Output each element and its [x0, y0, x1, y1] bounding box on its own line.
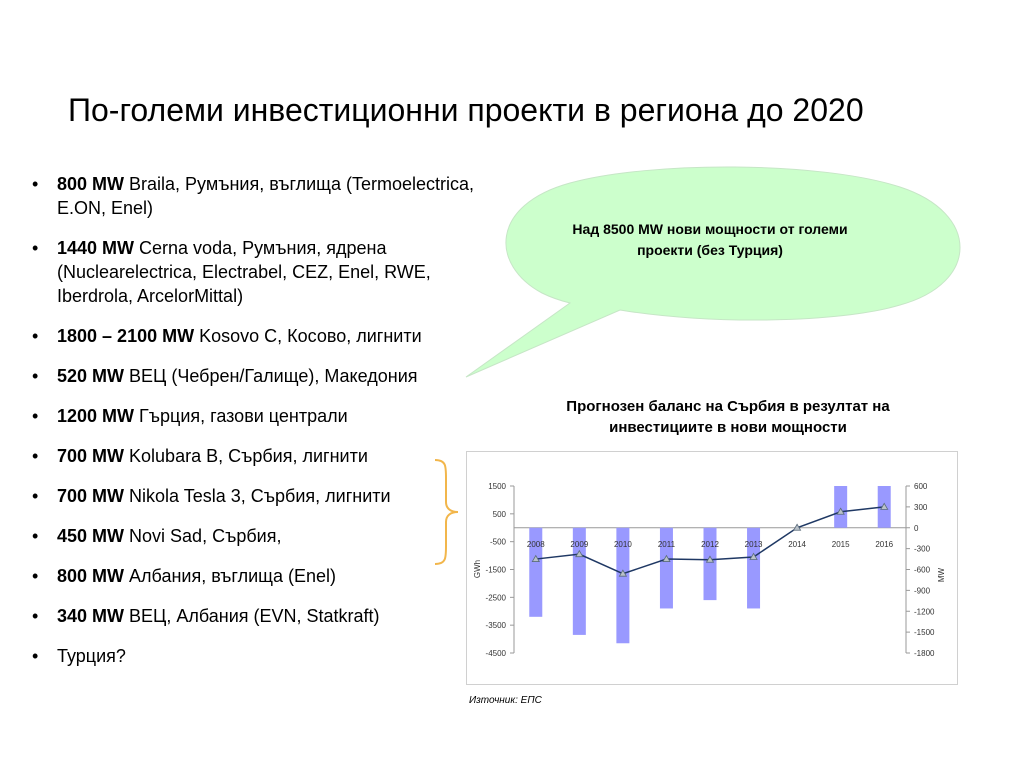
capacity-label: 700 MW [57, 446, 125, 466]
capacity-label: 520 MW [57, 366, 125, 386]
x-tick-label: 2016 [875, 540, 893, 549]
speech-bubble-shape [465, 166, 961, 378]
project-description: ВЕЦ (Чебрен/Галище), Македония [124, 366, 418, 386]
y-tick-label-right: -600 [914, 566, 931, 575]
x-tick-label: 2013 [745, 540, 763, 549]
capacity-label: 340 MW [57, 606, 125, 626]
list-item: 800 MW Braila, Румъния, въглища (Termoel… [30, 172, 480, 220]
y-tick-label-left: 1500 [488, 482, 506, 491]
capacity-label: 700 MW [57, 486, 125, 506]
capacity-label: 1800 – 2100 MW [57, 326, 195, 346]
line-point [618, 569, 628, 577]
y-tick-label-right: -1800 [914, 649, 935, 658]
speech-bubble [465, 166, 961, 378]
project-description: Novi Sad, Сърбия, [124, 526, 282, 546]
list-item: 800 MW Албания, въглища (Enel) [30, 564, 480, 588]
line-point [705, 555, 715, 563]
list-item: 1800 – 2100 MW Kosovo C, Косово, лигнити [30, 324, 480, 348]
source-note: Източник: ЕПС [469, 695, 542, 706]
project-description: Албания, въглища (Enel) [124, 566, 336, 586]
project-description: Гърция, газови централи [134, 406, 348, 426]
y-tick-label-left: -1500 [486, 566, 507, 575]
capacity-label: 450 MW [57, 526, 125, 546]
y-tick-label-left: -4500 [486, 649, 507, 658]
list-item: 700 MW Kolubara B, Сърбия, лигнити [30, 444, 480, 468]
list-item: 1200 MW Гърция, газови централи [30, 404, 480, 428]
bar [616, 527, 630, 644]
x-tick-label: 2010 [614, 540, 632, 549]
list-item: 340 MW ВЕЦ, Албания (EVN, Statkraft) [30, 604, 480, 628]
project-description: Kolubara B, Сърбия, лигнити [124, 446, 368, 466]
project-description: Braila, Румъния, въглища (Termoelectrica… [57, 174, 475, 218]
plot-area: 1500 500 -500 -1500 -2500 -3500 -4500 600 300 0 -3… [473, 482, 946, 658]
y-tick-label-left: -2500 [486, 593, 507, 602]
y-tick-label-left: 500 [493, 510, 507, 519]
x-tick-label: 2009 [570, 540, 588, 549]
project-description: Cerna voda, Румъния, ядрена (Nuclearelec… [57, 238, 431, 306]
line-point [531, 554, 540, 562]
list-item: 520 MW ВЕЦ (Чебрен/Галище), Македония [30, 364, 480, 388]
line-point [836, 507, 845, 515]
list-item: 1440 MW Cerna voda, Румъния, ядрена (Nuc… [30, 236, 480, 308]
project-description: ВЕЦ, Албания (EVN, Statkraft) [124, 606, 380, 626]
y-tick-label-right: -900 [914, 586, 931, 595]
list-item: Турция? [30, 644, 480, 668]
y-tick-label-right: 0 [914, 524, 919, 533]
project-description: Турция? [57, 646, 126, 666]
y-tick-label-right: -1500 [914, 628, 935, 637]
project-description: Nikola Tesla 3, Сърбия, лигнити [124, 486, 391, 506]
balance-chart: 1500 500 -500 -1500 -2500 -3500 -4500 600 300 0 -3… [466, 451, 958, 685]
y-tick-label-left: -500 [490, 538, 507, 547]
capacity-label: 800 MW [57, 566, 125, 586]
bar [659, 527, 673, 609]
list-item: 450 MW Novi Sad, Сърбия, [30, 524, 480, 548]
bar [703, 527, 717, 601]
y-tick-label-right: -300 [914, 545, 931, 554]
y-tick-label-right: -1200 [914, 607, 935, 616]
bar [747, 527, 761, 609]
bar [834, 486, 848, 528]
capacity-label: 1440 MW [57, 238, 135, 258]
x-tick-label: 2012 [701, 540, 719, 549]
y-tick-label-right: 600 [914, 482, 928, 491]
line-point [749, 552, 758, 560]
y-tick-label-left: -3500 [486, 621, 507, 630]
line-point [575, 549, 584, 558]
line-point [880, 502, 889, 510]
x-tick-label: 2011 [658, 540, 676, 549]
project-list: 800 MW Braila, Румъния, въглища (Termoel… [30, 172, 480, 684]
y-axis-label-right: MW [937, 567, 946, 582]
chart-title: Прогнозен баланс на Сърбия в резултат на… [566, 398, 890, 436]
slide-title: По-големи инвестиционни проекти в регион… [68, 92, 864, 128]
list-item: 700 MW Nikola Tesla 3, Сърбия, лигнити [30, 484, 480, 508]
x-tick-label: 2015 [832, 540, 850, 549]
y-axis-label-left: GWh [473, 560, 482, 578]
x-tick-label: 2014 [788, 540, 806, 549]
line-point [662, 554, 671, 562]
line-point [792, 523, 802, 531]
bar [529, 527, 543, 617]
capacity-label: 800 MW [57, 174, 125, 194]
project-description: Kosovo C, Косово, лигнити [194, 326, 422, 346]
y-tick-label-right: 300 [914, 503, 928, 512]
callout-text: Над 8500 MW нови мощности от големи прое… [572, 221, 848, 258]
capacity-label: 1200 MW [57, 406, 135, 426]
x-tick-label: 2008 [527, 540, 545, 549]
curly-brace-icon [434, 459, 459, 565]
